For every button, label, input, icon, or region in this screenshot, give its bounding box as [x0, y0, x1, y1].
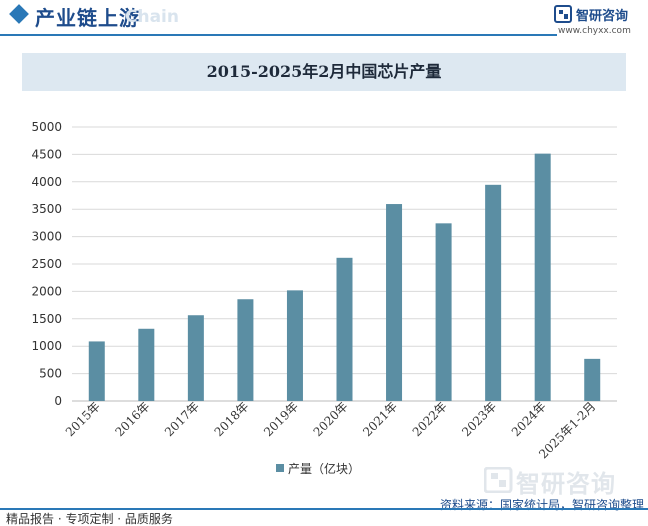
y-tick-label: 2500 [31, 257, 62, 271]
bar [584, 358, 601, 401]
source-note: 资料来源：国家统计局，智研咨询整理 [439, 498, 644, 512]
x-tick-label: 2020年 [311, 399, 351, 439]
y-tick-label: 3000 [31, 230, 62, 244]
header-rule [0, 34, 557, 36]
watermark-text: 智研咨询 [516, 470, 616, 498]
y-tick-label: 4000 [31, 175, 62, 189]
bar [286, 290, 303, 401]
brand-name: 智研咨询 [576, 9, 629, 24]
y-tick-label: 0 [54, 394, 62, 408]
bar [534, 153, 551, 401]
footer-rule [0, 508, 648, 510]
x-tick-label: 2017年 [162, 399, 202, 439]
section-title: 产业链上游 [35, 6, 140, 30]
diamond-icon [9, 4, 29, 24]
x-tick-label: 2023年 [459, 399, 499, 439]
legend-swatch [276, 464, 284, 472]
x-tick-label: 2024年 [509, 399, 549, 439]
bar [237, 299, 254, 401]
bar [138, 328, 155, 401]
chart-title: 2015-2025年2月中国芯片产量 [206, 62, 442, 81]
watermark-logo-icon [484, 467, 513, 493]
y-tick-label: 1000 [31, 339, 62, 353]
y-tick-label: 500 [39, 367, 62, 381]
bar [386, 204, 403, 401]
bar [88, 341, 105, 401]
y-tick-label: 3500 [31, 202, 62, 216]
bar [187, 315, 204, 401]
x-tick-label: 2015年 [63, 399, 103, 439]
chart-title-band: 2015-2025年2月中国芯片产量 [22, 53, 626, 91]
chyxx-logo-icon [554, 5, 572, 23]
y-tick-label: 5000 [31, 120, 62, 134]
header: 产业链上游 Chain 智研咨询 www.chyxx.com [0, 0, 648, 40]
y-tick-label: 2000 [31, 284, 62, 298]
x-tick-label: 2018年 [212, 399, 252, 439]
bar [336, 257, 353, 401]
x-tick-label: 2022年 [410, 399, 450, 439]
brand-url: www.chyxx.com [558, 26, 631, 36]
bar [485, 184, 502, 401]
brand: 智研咨询 www.chyxx.com [554, 4, 640, 36]
bar [435, 223, 452, 401]
footer-text: 精品报告 · 专项定制 · 品质服务 [6, 512, 173, 526]
y-tick-label: 4500 [31, 147, 62, 161]
bar-chart: 0 500 1000 1500 2000 2500 3000 3500 4000 4500 5000… [31, 120, 617, 460]
header-watermark: Chain [125, 7, 179, 27]
x-tick-label: 2021年 [360, 399, 400, 439]
legend-label: 产量（亿块） [288, 462, 361, 476]
y-tick-label: 1500 [31, 312, 62, 326]
x-tick-label: 2019年 [261, 399, 301, 439]
x-tick-label: 2016年 [112, 399, 152, 439]
